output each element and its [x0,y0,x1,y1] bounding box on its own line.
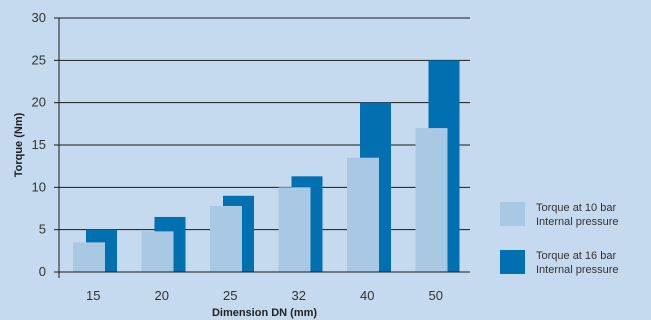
legend-label-16bar-2: Internal pressure [536,264,619,276]
y-axis-title: Torque (Nm) [13,112,25,177]
y-tick-label-5: 5 [39,222,46,237]
x-tick-label-50: 50 [429,288,443,303]
y-tick-label-0: 0 [39,264,46,279]
legend-label-16bar-1: Torque at 16 bar [536,250,616,262]
x-axis-title: Dimension DN (mm) [212,307,317,319]
x-tick-label-40: 40 [360,288,374,303]
axes: 0 5 10 15 20 25 30 15 20 25 32 40 50 [32,10,470,303]
bar-10bar-40 [347,157,379,272]
y-tick-label-15: 15 [32,137,46,152]
x-tick-label-20: 20 [155,288,169,303]
legend-label-10bar-1: Torque at 10 bar [536,202,616,214]
legend-swatch-16bar [500,250,525,274]
y-tick-label-10: 10 [32,179,46,194]
y-tick-label-25: 25 [32,52,46,67]
x-tick-label-25: 25 [223,288,237,303]
legend: Torque at 10 bar Internal pressure Torque … [500,202,619,276]
bars [73,60,460,273]
gridlines [59,17,470,231]
y-tick-label-30: 30 [32,10,46,25]
bar-10bar-15 [73,242,105,272]
bar-10bar-50 [415,128,448,272]
legend-label-10bar-2: Internal pressure [536,216,619,228]
bar-10bar-25 [210,205,242,272]
legend-swatch-10bar [500,202,525,226]
bar-10bar-32 [278,187,311,272]
y-tick-label-20: 20 [32,95,46,110]
bar-10bar-20 [141,231,174,272]
x-tick-label-32: 32 [292,288,306,303]
x-tick-label-15: 15 [86,288,100,303]
